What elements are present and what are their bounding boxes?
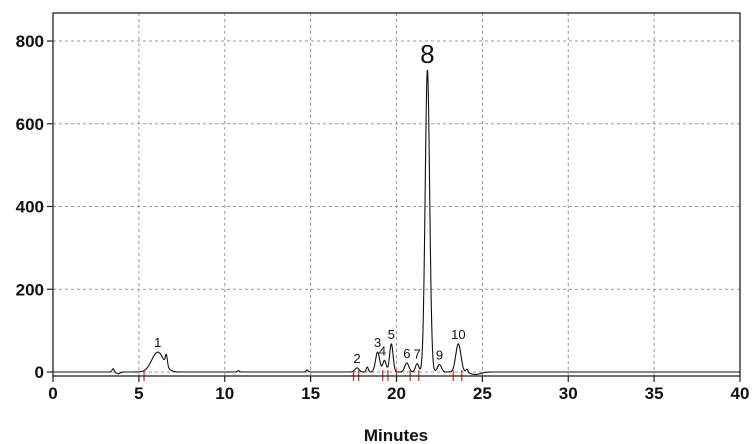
peak-label: 6 — [403, 346, 410, 361]
y-tick-label: 200 — [16, 280, 44, 299]
peak-label: 10 — [451, 327, 465, 342]
peak-label: 8 — [420, 39, 434, 69]
peak-label: 9 — [436, 348, 443, 363]
y-tick-label: 600 — [16, 115, 44, 134]
peak-label: 4 — [379, 343, 386, 358]
x-tick-label: 20 — [387, 384, 406, 403]
y-tick-label: 800 — [16, 32, 44, 51]
x-tick-label: 25 — [473, 384, 492, 403]
x-tick-label: 15 — [301, 384, 320, 403]
y-tick-label: 400 — [16, 198, 44, 217]
x-axis: 0 5 10 15 20 25 30 35 40 — [48, 376, 749, 403]
peak-label: 3 — [374, 335, 381, 350]
y-axis: 0 200 400 600 800 — [16, 32, 53, 382]
x-tick-label: 0 — [48, 384, 57, 403]
peak-label: 1 — [154, 335, 161, 350]
peak-label: 7 — [413, 347, 420, 362]
peak-label: 2 — [353, 351, 360, 366]
y-tick-label: 0 — [35, 363, 44, 382]
x-tick-label: 30 — [559, 384, 578, 403]
x-tick-label: 5 — [134, 384, 143, 403]
peak-label: 5 — [388, 327, 395, 342]
x-tick-label: 10 — [215, 384, 234, 403]
x-tick-label: 35 — [645, 384, 664, 403]
grid-lines — [53, 13, 740, 376]
x-axis-title: Minutes — [364, 426, 428, 444]
x-tick-label: 40 — [731, 384, 750, 403]
